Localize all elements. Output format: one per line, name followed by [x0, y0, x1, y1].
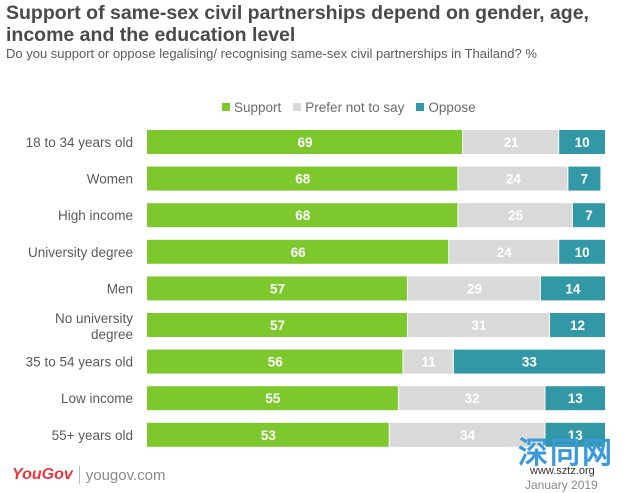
- data-label-oppose: 13: [568, 428, 584, 443]
- legend-label-prefer: Prefer not to say: [305, 99, 405, 115]
- data-label-oppose: 13: [568, 391, 584, 406]
- bar-support: [147, 276, 408, 301]
- category-label: Women: [87, 172, 133, 187]
- legend-item-oppose: Oppose: [416, 99, 476, 115]
- bar-support: [147, 349, 403, 374]
- legend: Support Prefer not to say Oppose: [222, 98, 488, 116]
- data-label-support: 68: [295, 172, 311, 187]
- watermark-logo: 深同网: [518, 436, 614, 471]
- data-label-oppose: 12: [570, 318, 585, 333]
- bar-oppose: [559, 239, 605, 264]
- bar-prefer: [458, 166, 568, 191]
- bar-prefer: [458, 203, 572, 228]
- footer: YouGov yougov.com: [12, 466, 166, 484]
- footer-divider: [78, 466, 80, 484]
- data-label-oppose: 33: [522, 355, 538, 370]
- data-label-oppose: 10: [575, 245, 590, 260]
- data-label-prefer: 24: [506, 172, 522, 187]
- bar-oppose: [545, 422, 605, 447]
- data-label-prefer: 34: [460, 428, 476, 443]
- watermark-url: www.sztz.org: [530, 465, 595, 477]
- category-label: Low income: [61, 391, 133, 406]
- data-label-prefer: 11: [422, 355, 437, 370]
- data-label-support: 57: [270, 281, 285, 296]
- yougov-logo: YouGov: [12, 466, 73, 483]
- bar-prefer: [398, 386, 545, 411]
- data-label-oppose: 7: [581, 172, 589, 187]
- data-label-support: 68: [295, 208, 311, 223]
- footer-url: yougov.com: [85, 466, 166, 484]
- chart-title: Support of same-sex civil partnerships d…: [6, 2, 589, 46]
- data-label-support: 69: [297, 135, 312, 150]
- data-label-support: 56: [268, 355, 284, 370]
- data-label-oppose: 14: [565, 281, 581, 296]
- bar-support: [147, 313, 408, 337]
- bar-prefer: [449, 239, 559, 264]
- bar-prefer: [408, 313, 550, 337]
- data-label-oppose: 10: [575, 135, 590, 150]
- data-label-prefer: 25: [508, 208, 524, 223]
- data-label-prefer: 32: [465, 391, 480, 406]
- bar-support: [147, 130, 463, 154]
- category-label: 35 to 54 years old: [26, 355, 133, 370]
- bar-oppose: [559, 130, 605, 154]
- data-label-support: 66: [291, 245, 307, 260]
- legend-label-oppose: Oppose: [428, 99, 476, 115]
- bar-support: [147, 386, 398, 411]
- bar-prefer: [408, 276, 540, 301]
- bar-oppose: [545, 386, 605, 411]
- category-label: 18 to 34 years old: [26, 135, 133, 150]
- category-label: No university degree: [55, 311, 133, 342]
- legend-item-support: Support: [222, 100, 281, 115]
- bar-prefer: [463, 130, 559, 154]
- data-label-prefer: 29: [467, 281, 482, 296]
- data-label-support: 53: [261, 428, 277, 443]
- data-label-prefer: 24: [497, 245, 513, 260]
- legend-swatch-oppose: [416, 103, 425, 111]
- legend-swatch-prefer: [293, 103, 302, 111]
- bar-prefer: [389, 422, 545, 447]
- bar-oppose: [550, 313, 605, 337]
- legend-label-support: Support: [234, 99, 282, 115]
- bar-oppose: [453, 349, 605, 374]
- category-label: University degree: [28, 245, 133, 260]
- category-label: High income: [58, 208, 133, 223]
- legend-item-prefer: Prefer not to say: [293, 100, 404, 115]
- category-label: Men: [107, 281, 133, 296]
- data-label-prefer: 31: [472, 318, 488, 333]
- data-label-support: 55: [265, 391, 281, 406]
- bar-oppose: [572, 203, 605, 228]
- legend-swatch-support: [222, 103, 230, 111]
- chart-subtitle: Do you support or oppose legalising/ rec…: [6, 46, 537, 61]
- footer-date: January 2019: [525, 478, 598, 492]
- bar-support: [147, 239, 449, 264]
- bar-prefer: [403, 349, 453, 374]
- data-label-support: 57: [270, 318, 285, 333]
- bar-support: [147, 203, 458, 228]
- data-label-prefer: 21: [504, 135, 520, 150]
- category-label: 55+ years old: [52, 428, 133, 443]
- bar-support: [147, 166, 458, 191]
- bar-support: [147, 422, 389, 447]
- bar-oppose: [540, 276, 605, 301]
- data-label-oppose: 7: [585, 208, 593, 223]
- bar-oppose: [568, 166, 601, 191]
